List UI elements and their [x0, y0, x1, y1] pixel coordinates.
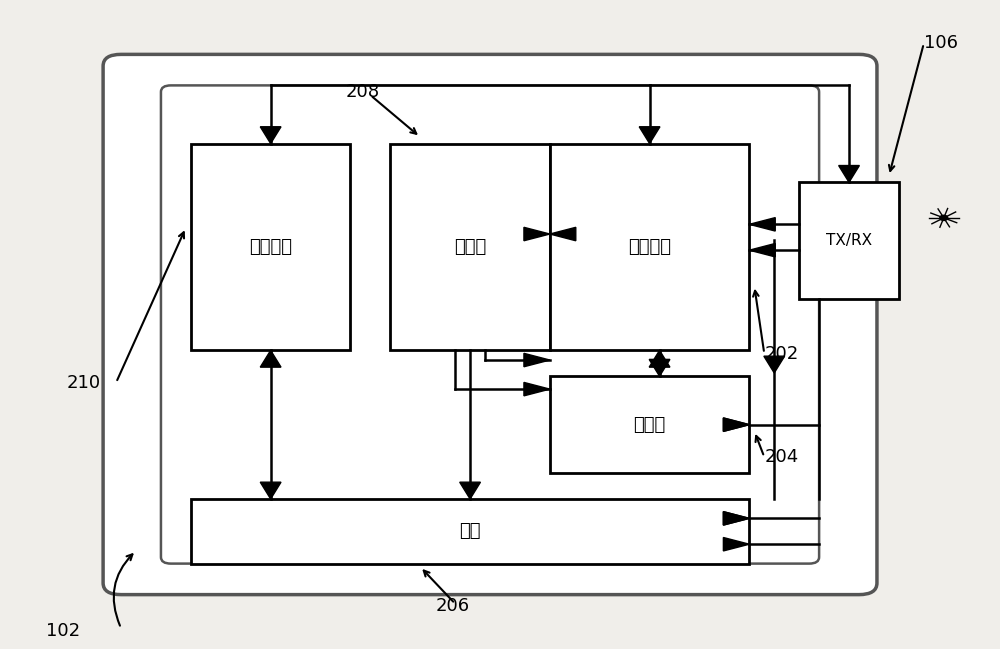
Text: 106: 106 — [924, 34, 958, 53]
Text: 206: 206 — [435, 596, 469, 615]
Text: 传感器: 传感器 — [454, 238, 486, 256]
Text: 触发系统: 触发系统 — [249, 238, 292, 256]
Text: 202: 202 — [764, 345, 799, 363]
Bar — [390, 143, 550, 350]
Polygon shape — [524, 227, 550, 241]
Polygon shape — [260, 350, 281, 367]
Polygon shape — [460, 482, 480, 499]
Polygon shape — [723, 537, 749, 551]
Polygon shape — [749, 243, 775, 257]
Polygon shape — [723, 418, 749, 432]
Text: TX/RX: TX/RX — [826, 233, 872, 248]
Polygon shape — [524, 382, 550, 396]
FancyBboxPatch shape — [161, 86, 819, 563]
Text: 208: 208 — [345, 83, 380, 101]
Bar — [799, 182, 899, 299]
Polygon shape — [839, 165, 859, 182]
Polygon shape — [260, 127, 281, 143]
Text: 204: 204 — [764, 448, 799, 466]
Bar — [550, 143, 749, 350]
Polygon shape — [649, 360, 670, 376]
Polygon shape — [723, 511, 749, 525]
Text: 存储器: 存储器 — [633, 415, 666, 434]
Bar — [550, 376, 749, 473]
Polygon shape — [723, 418, 749, 432]
Text: 电源: 电源 — [459, 522, 481, 540]
Polygon shape — [524, 353, 550, 367]
Bar — [191, 143, 350, 350]
Polygon shape — [723, 511, 749, 525]
Text: 处理系统: 处理系统 — [628, 238, 671, 256]
Polygon shape — [260, 482, 281, 499]
Text: 102: 102 — [46, 622, 80, 641]
Polygon shape — [764, 356, 785, 373]
Polygon shape — [550, 227, 576, 241]
Circle shape — [940, 215, 948, 221]
Polygon shape — [639, 127, 660, 143]
Text: 210: 210 — [66, 374, 100, 391]
Bar — [191, 499, 749, 563]
FancyBboxPatch shape — [103, 55, 877, 594]
Polygon shape — [749, 217, 775, 231]
Polygon shape — [649, 350, 670, 367]
